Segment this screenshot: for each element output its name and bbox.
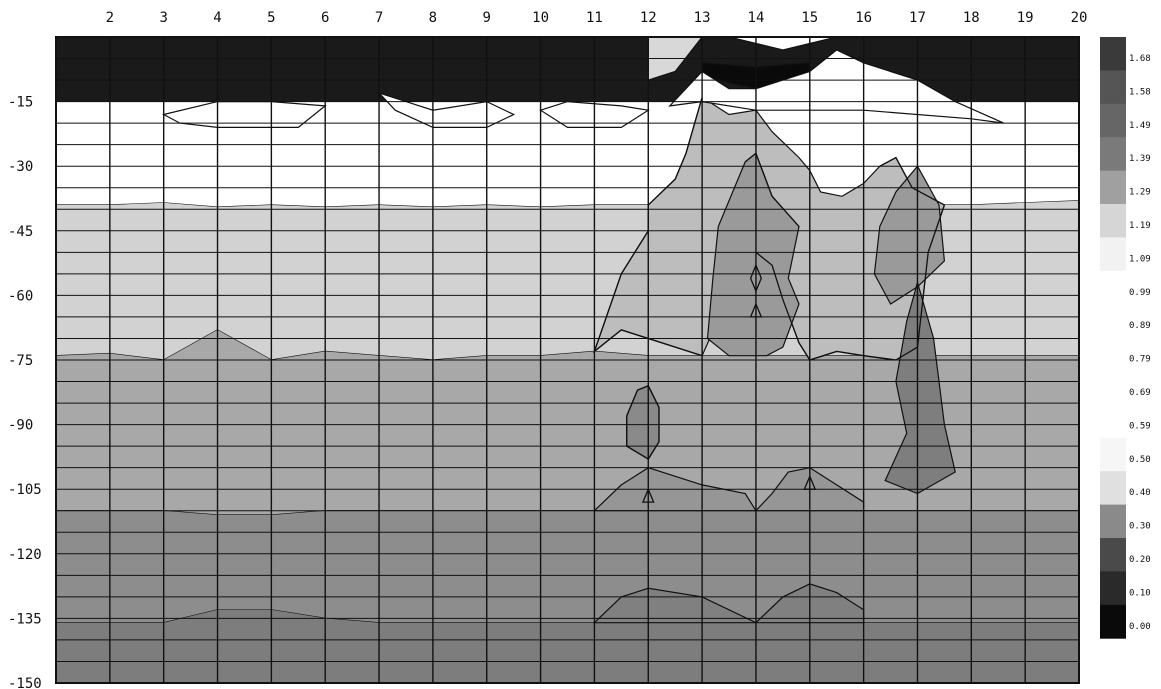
region-3: [884, 280, 956, 495]
legend-swatch: [1100, 437, 1126, 472]
legend-swatch: [1100, 37, 1126, 71]
legend-swatch: [1100, 103, 1126, 138]
legend-label: 1.39: [1129, 154, 1151, 164]
legend-label: 0.59: [1129, 421, 1151, 431]
legend-swatch: [1100, 604, 1126, 639]
x-tick-label: 20: [1071, 10, 1088, 26]
legend-label: 1.19: [1129, 221, 1151, 231]
x-tick-label: 7: [375, 10, 383, 26]
legend-label: 1.29: [1129, 188, 1151, 198]
legend-label: 0.10: [1129, 588, 1151, 598]
x-tick-label: 10: [532, 10, 549, 26]
x-tick-label: 13: [694, 10, 711, 26]
legend-swatch: [1100, 70, 1126, 105]
x-tick-label: 9: [483, 10, 491, 26]
region-10: [377, 91, 516, 129]
region-12: [668, 49, 1004, 124]
y-tick-label: -105: [8, 482, 42, 498]
legend-swatch: [1100, 204, 1126, 238]
legend-label: 1.09: [1129, 254, 1151, 264]
legend-label: 0.79: [1129, 355, 1151, 365]
y-tick-label: -135: [8, 611, 42, 627]
y-tick-label: -75: [8, 353, 33, 369]
legend-label: 0.00: [1129, 622, 1151, 632]
legend-label: 1.49: [1129, 121, 1151, 131]
y-tick-label: -60: [8, 288, 33, 304]
legend-swatch: [1100, 170, 1126, 205]
band-3: [56, 329, 1079, 515]
y-tick-label: -30: [8, 159, 33, 175]
legend-label: 1.68: [1129, 54, 1151, 64]
contour-4: [744, 152, 800, 227]
plot-grid: [55, 36, 1080, 684]
band-4: [56, 510, 1079, 623]
legend-swatch: [1100, 304, 1126, 339]
plot-regions: [162, 36, 1004, 624]
legend-label: 0.40: [1129, 488, 1151, 498]
legend-label: 0.50: [1129, 455, 1151, 465]
legend-swatch: [1100, 404, 1126, 439]
x-tick-label: 6: [321, 10, 329, 26]
x-tick-label: 3: [159, 10, 167, 26]
legend-swatch: [1100, 237, 1126, 272]
band-5: [56, 609, 1079, 683]
x-tick-label: 11: [586, 10, 603, 26]
legend-label: 0.69: [1129, 388, 1151, 398]
band-1: [56, 101, 1079, 208]
legend-label: 0.20: [1129, 555, 1151, 565]
plot-frame: [55, 36, 1080, 684]
legend-swatch: [1100, 337, 1126, 372]
x-tick-label: 4: [213, 10, 221, 26]
legend-label: 0.30: [1129, 522, 1151, 532]
color-legend: 1.68 1.58 1.49 1.39 1.29 1.19 1.09 0.99 0.89 0.79…: [1100, 37, 1151, 639]
y-tick-label: -120: [8, 547, 42, 563]
contour-1: [755, 187, 946, 361]
x-tick-label: 5: [267, 10, 275, 26]
legend-label: 1.58: [1129, 87, 1151, 97]
x-tick-label: 19: [1017, 10, 1034, 26]
x-tick-label: 15: [801, 10, 818, 26]
y-tick-label: -150: [8, 676, 42, 689]
legend-label: 0.99: [1129, 288, 1151, 298]
y-tick-label: -90: [8, 418, 33, 434]
x-tick-label: 8: [429, 10, 437, 26]
contour-2: [879, 156, 913, 189]
legend-swatch: [1100, 504, 1126, 539]
legend-swatch: [1100, 371, 1126, 405]
y-tick-label: -45: [8, 224, 33, 240]
legend-swatch: [1100, 571, 1126, 606]
x-tick-label: 18: [963, 10, 980, 26]
x-tick-label: 16: [855, 10, 872, 26]
legend-label: 0.89: [1129, 321, 1151, 331]
x-tick-label: 17: [909, 10, 926, 26]
legend-swatch: [1100, 137, 1126, 172]
y-axis-ticks: -15 -30 -45 -60 -75 -90 -105 -120 -135 -150: [8, 95, 42, 689]
legend-swatch: [1100, 538, 1126, 572]
legend-swatch: [1100, 471, 1126, 506]
x-axis-ticks: 2 3 4 5 6 7 8 9 10 11 12 13 14 15 16 17 18 19 20: [106, 10, 1088, 26]
y-tick-label: -15: [8, 95, 33, 111]
x-tick-label: 12: [640, 10, 657, 26]
x-tick-label: 14: [748, 10, 765, 26]
x-tick-label: 2: [106, 10, 114, 26]
legend-swatch: [1100, 270, 1126, 305]
